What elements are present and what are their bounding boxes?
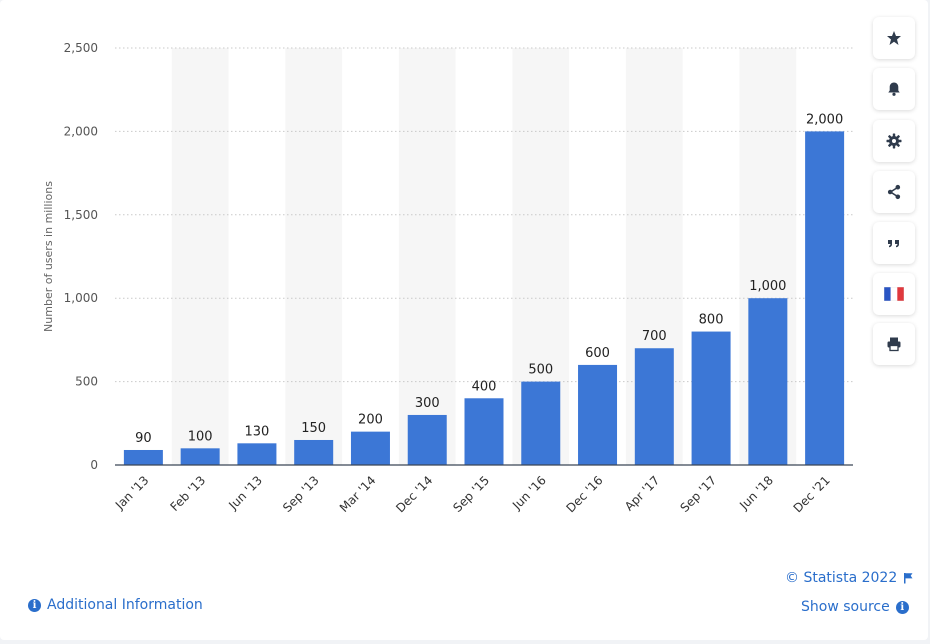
- printer-icon: [887, 337, 901, 352]
- x-tick-label: Apr '17: [622, 473, 662, 513]
- data-label: 1,000: [749, 279, 786, 294]
- x-tick-label: Feb '13: [168, 473, 209, 514]
- x-tick-label: Jun '18: [736, 473, 776, 513]
- bar[interactable]: [691, 331, 731, 465]
- show-source-link[interactable]: Show source i: [801, 599, 909, 615]
- data-label: 130: [245, 424, 270, 439]
- settings-button[interactable]: [873, 120, 915, 162]
- bar[interactable]: [180, 448, 220, 465]
- bar[interactable]: [350, 431, 390, 465]
- show-source-text: Show source: [801, 599, 890, 615]
- bar[interactable]: [294, 439, 334, 465]
- info-icon: i: [895, 600, 909, 614]
- x-tick-label: Jun '16: [509, 473, 549, 513]
- flag-icon: [904, 573, 913, 584]
- data-label: 200: [358, 413, 383, 428]
- french-flag-icon: [884, 287, 904, 301]
- bell-icon: [888, 82, 900, 96]
- bar[interactable]: [805, 131, 845, 465]
- gridlines: [115, 47, 853, 383]
- y-tick-label: 2,000: [64, 124, 98, 138]
- band: [171, 48, 229, 465]
- y-axis-label: Number of users in millions: [42, 181, 55, 332]
- x-tick-label: Dec '16: [564, 473, 606, 515]
- data-label: 90: [135, 431, 152, 446]
- bar[interactable]: [521, 381, 561, 465]
- print-button[interactable]: [873, 323, 915, 365]
- bar[interactable]: [237, 443, 277, 465]
- x-tick-label: Sep '15: [450, 473, 492, 515]
- data-label: 150: [301, 421, 326, 436]
- data-label: 700: [642, 329, 667, 344]
- gear-icon: [886, 133, 902, 149]
- data-labels: 90 100 130 150 200 300 400 500 600 700 800 1,000 2,0…: [135, 112, 843, 446]
- y-tick-label: 0: [90, 458, 98, 472]
- copyright-text: © Statista 2022: [785, 570, 898, 586]
- x-tick-label: Sep '13: [280, 473, 322, 515]
- y-tick-label: 1,000: [64, 291, 98, 305]
- x-tick-label: Dec '14: [393, 473, 435, 515]
- favorite-button[interactable]: [873, 17, 915, 59]
- data-label: 100: [188, 429, 213, 444]
- band: [285, 48, 343, 465]
- band: [398, 48, 456, 465]
- data-label: 800: [699, 313, 724, 328]
- share-icon: [887, 184, 901, 200]
- data-label: 500: [528, 363, 553, 378]
- data-label: 400: [472, 379, 497, 394]
- quote-icon: [888, 240, 899, 248]
- x-axis-ticks: Jan '13 Feb '13 Jun '13 Sep '13 Mar '14 Dec '…: [112, 473, 833, 515]
- data-label: 2,000: [806, 112, 843, 127]
- bar[interactable]: [123, 449, 163, 465]
- y-tick-label: 1,500: [64, 208, 98, 222]
- info-icon: i: [28, 598, 41, 612]
- x-tick-label: Mar '14: [337, 473, 379, 515]
- x-tick-label: Jan '13: [112, 473, 152, 513]
- x-tick-label: Sep '17: [677, 473, 719, 515]
- y-axis-ticks: 0 500 1,000 1,500 2,000 2,500: [64, 41, 98, 472]
- bar[interactable]: [748, 298, 788, 465]
- bar[interactable]: [578, 364, 618, 465]
- cite-button[interactable]: [873, 222, 915, 264]
- y-tick-label: 2,500: [64, 41, 98, 55]
- notification-button[interactable]: [873, 68, 915, 110]
- language-button[interactable]: [873, 273, 915, 315]
- star-icon: [887, 31, 901, 45]
- additional-information-link[interactable]: i Additional Information: [28, 597, 203, 613]
- statista-copyright-link[interactable]: © Statista 2022: [785, 570, 914, 586]
- y-tick-label: 500: [75, 375, 98, 389]
- data-label: 600: [585, 346, 610, 361]
- bars: [123, 131, 845, 465]
- x-tick-label: Jun '13: [225, 473, 265, 513]
- bar[interactable]: [407, 414, 447, 465]
- share-button[interactable]: [873, 171, 915, 213]
- x-tick-label: Dec '21: [791, 473, 833, 515]
- additional-information-text: Additional Information: [47, 597, 203, 613]
- data-label: 300: [415, 396, 440, 411]
- bar[interactable]: [634, 348, 674, 465]
- bar[interactable]: [464, 398, 504, 465]
